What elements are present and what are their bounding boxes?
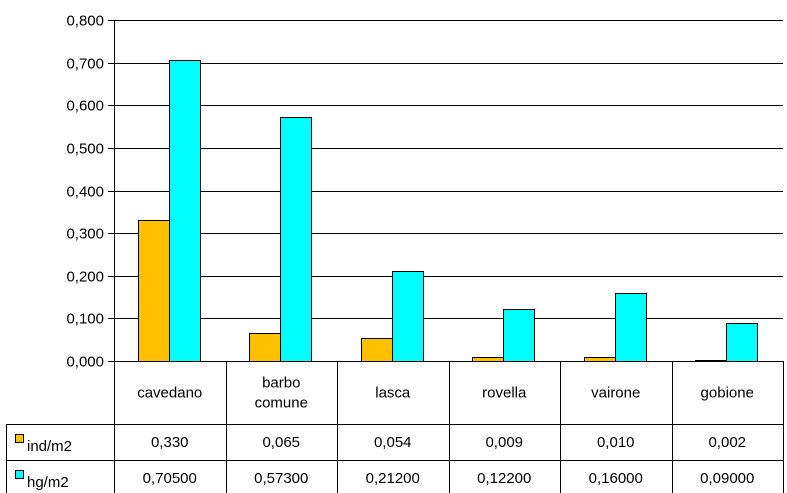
table-cell: 0,12200 <box>477 470 531 487</box>
category-label: comune <box>255 395 308 412</box>
table-cell: 0,57300 <box>254 470 308 487</box>
bar-ind-m2-1 <box>249 333 281 362</box>
y-tick-label: 0,200 <box>66 269 104 286</box>
bar-hg-m2-1 <box>280 117 312 362</box>
table-cell: 0,010 <box>597 434 635 451</box>
legend-key-ind-m2 <box>15 434 24 443</box>
category-label: barbo <box>262 375 300 392</box>
table-cell: 0,70500 <box>143 470 197 487</box>
bar-hg-m2-3 <box>503 309 535 362</box>
table-cell: 0,054 <box>374 434 412 451</box>
table-cell: 0,16000 <box>589 470 643 487</box>
category-label: rovella <box>482 385 527 402</box>
bar-ind-m2-0 <box>138 220 170 362</box>
category-label: lasca <box>375 385 411 402</box>
bar-hg-m2-2 <box>392 271 424 362</box>
legend-label: hg/m2 <box>27 474 69 491</box>
table-cell: 0,002 <box>708 434 746 451</box>
bar-ind-m2-2 <box>361 338 393 362</box>
table-cell: 0,065 <box>262 434 300 451</box>
category-label: vairone <box>591 385 640 402</box>
table-cell: 0,330 <box>151 434 189 451</box>
category-label: gobione <box>701 385 754 402</box>
bar-hg-m2-5 <box>726 323 758 362</box>
y-tick-label: 0,700 <box>66 56 104 73</box>
y-tick-label: 0,600 <box>66 98 104 115</box>
table-cell: 0,009 <box>485 434 523 451</box>
y-tick-label: 0,100 <box>66 311 104 328</box>
bar-ind-m2-3 <box>472 357 504 362</box>
legend-key-hg-m2 <box>15 470 24 479</box>
bar-ind-m2-4 <box>584 357 616 362</box>
category-label: cavedano <box>137 385 202 402</box>
y-tick-label: 0,800 <box>66 13 104 30</box>
bar-hg-m2-0 <box>169 60 201 362</box>
y-tick-label: 0,300 <box>66 226 104 243</box>
y-tick-label: 0,400 <box>66 184 104 201</box>
y-tick-label: 0,000 <box>66 354 104 371</box>
table-cell: 0,09000 <box>700 470 754 487</box>
legend-label: ind/m2 <box>27 438 72 455</box>
y-tick-label: 0,500 <box>66 141 104 158</box>
bar-hg-m2-4 <box>615 293 647 362</box>
table-cell: 0,21200 <box>366 470 420 487</box>
